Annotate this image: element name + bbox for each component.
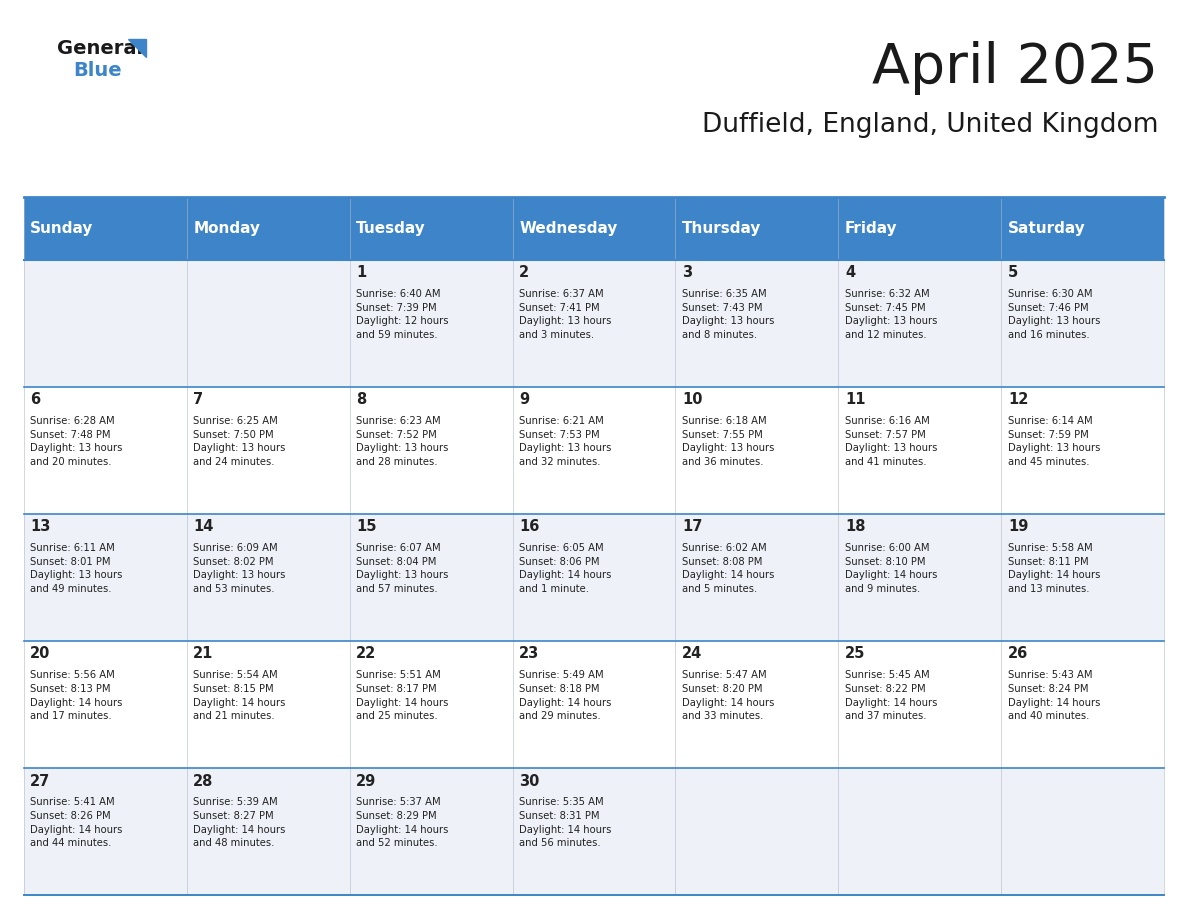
Text: 27: 27 xyxy=(30,774,51,789)
Text: 4: 4 xyxy=(845,265,855,280)
Text: 10: 10 xyxy=(682,392,702,408)
Text: 15: 15 xyxy=(356,520,377,534)
Text: Sunrise: 5:51 AM
Sunset: 8:17 PM
Daylight: 14 hours
and 25 minutes.: Sunrise: 5:51 AM Sunset: 8:17 PM Dayligh… xyxy=(356,670,449,722)
Text: Sunrise: 5:47 AM
Sunset: 8:20 PM
Daylight: 14 hours
and 33 minutes.: Sunrise: 5:47 AM Sunset: 8:20 PM Dayligh… xyxy=(682,670,775,722)
Text: 28: 28 xyxy=(194,774,214,789)
Text: Monday: Monday xyxy=(194,221,260,236)
Text: 7: 7 xyxy=(194,392,203,408)
Text: 25: 25 xyxy=(845,646,865,662)
Text: April 2025: April 2025 xyxy=(872,41,1158,95)
Text: Sunrise: 5:37 AM
Sunset: 8:29 PM
Daylight: 14 hours
and 52 minutes.: Sunrise: 5:37 AM Sunset: 8:29 PM Dayligh… xyxy=(356,798,449,848)
Bar xyxy=(24,641,1164,768)
Text: 6: 6 xyxy=(30,392,40,408)
Text: Sunrise: 6:28 AM
Sunset: 7:48 PM
Daylight: 13 hours
and 20 minutes.: Sunrise: 6:28 AM Sunset: 7:48 PM Dayligh… xyxy=(30,416,122,467)
Bar xyxy=(24,260,1164,386)
Text: Sunrise: 6:16 AM
Sunset: 7:57 PM
Daylight: 13 hours
and 41 minutes.: Sunrise: 6:16 AM Sunset: 7:57 PM Dayligh… xyxy=(845,416,937,467)
Text: Sunrise: 6:14 AM
Sunset: 7:59 PM
Daylight: 13 hours
and 45 minutes.: Sunrise: 6:14 AM Sunset: 7:59 PM Dayligh… xyxy=(1007,416,1100,467)
Text: 17: 17 xyxy=(682,520,702,534)
Text: Wednesday: Wednesday xyxy=(519,221,618,236)
Text: Sunrise: 6:02 AM
Sunset: 8:08 PM
Daylight: 14 hours
and 5 minutes.: Sunrise: 6:02 AM Sunset: 8:08 PM Dayligh… xyxy=(682,543,775,594)
Text: Blue: Blue xyxy=(74,61,122,80)
Text: Sunrise: 5:43 AM
Sunset: 8:24 PM
Daylight: 14 hours
and 40 minutes.: Sunrise: 5:43 AM Sunset: 8:24 PM Dayligh… xyxy=(1007,670,1100,722)
Text: Sunrise: 6:37 AM
Sunset: 7:41 PM
Daylight: 13 hours
and 3 minutes.: Sunrise: 6:37 AM Sunset: 7:41 PM Dayligh… xyxy=(519,289,612,340)
Text: 8: 8 xyxy=(356,392,366,408)
Text: 26: 26 xyxy=(1007,646,1028,662)
Text: Sunrise: 5:58 AM
Sunset: 8:11 PM
Daylight: 14 hours
and 13 minutes.: Sunrise: 5:58 AM Sunset: 8:11 PM Dayligh… xyxy=(1007,543,1100,594)
Text: Sunrise: 5:45 AM
Sunset: 8:22 PM
Daylight: 14 hours
and 37 minutes.: Sunrise: 5:45 AM Sunset: 8:22 PM Dayligh… xyxy=(845,670,937,722)
Bar xyxy=(24,386,1164,514)
Text: Sunrise: 6:25 AM
Sunset: 7:50 PM
Daylight: 13 hours
and 24 minutes.: Sunrise: 6:25 AM Sunset: 7:50 PM Dayligh… xyxy=(194,416,285,467)
Text: Sunrise: 5:35 AM
Sunset: 8:31 PM
Daylight: 14 hours
and 56 minutes.: Sunrise: 5:35 AM Sunset: 8:31 PM Dayligh… xyxy=(519,798,612,848)
Text: Sunrise: 5:41 AM
Sunset: 8:26 PM
Daylight: 14 hours
and 44 minutes.: Sunrise: 5:41 AM Sunset: 8:26 PM Dayligh… xyxy=(30,798,122,848)
Text: 9: 9 xyxy=(519,392,529,408)
Text: Sunrise: 6:07 AM
Sunset: 8:04 PM
Daylight: 13 hours
and 57 minutes.: Sunrise: 6:07 AM Sunset: 8:04 PM Dayligh… xyxy=(356,543,449,594)
Text: 1: 1 xyxy=(356,265,366,280)
Text: Sunrise: 6:18 AM
Sunset: 7:55 PM
Daylight: 13 hours
and 36 minutes.: Sunrise: 6:18 AM Sunset: 7:55 PM Dayligh… xyxy=(682,416,775,467)
Polygon shape xyxy=(128,39,146,57)
Text: 11: 11 xyxy=(845,392,865,408)
Text: 5: 5 xyxy=(1007,265,1018,280)
Text: Sunrise: 5:39 AM
Sunset: 8:27 PM
Daylight: 14 hours
and 48 minutes.: Sunrise: 5:39 AM Sunset: 8:27 PM Dayligh… xyxy=(194,798,285,848)
Text: 29: 29 xyxy=(356,774,377,789)
Text: Friday: Friday xyxy=(845,221,897,236)
Text: Sunrise: 5:49 AM
Sunset: 8:18 PM
Daylight: 14 hours
and 29 minutes.: Sunrise: 5:49 AM Sunset: 8:18 PM Dayligh… xyxy=(519,670,612,722)
Text: Sunrise: 5:54 AM
Sunset: 8:15 PM
Daylight: 14 hours
and 21 minutes.: Sunrise: 5:54 AM Sunset: 8:15 PM Dayligh… xyxy=(194,670,285,722)
Text: Thursday: Thursday xyxy=(682,221,762,236)
Text: Sunrise: 6:35 AM
Sunset: 7:43 PM
Daylight: 13 hours
and 8 minutes.: Sunrise: 6:35 AM Sunset: 7:43 PM Dayligh… xyxy=(682,289,775,340)
Text: Sunrise: 6:09 AM
Sunset: 8:02 PM
Daylight: 13 hours
and 53 minutes.: Sunrise: 6:09 AM Sunset: 8:02 PM Dayligh… xyxy=(194,543,285,594)
Text: Sunrise: 6:23 AM
Sunset: 7:52 PM
Daylight: 13 hours
and 28 minutes.: Sunrise: 6:23 AM Sunset: 7:52 PM Dayligh… xyxy=(356,416,449,467)
Text: Saturday: Saturday xyxy=(1007,221,1086,236)
Text: Sunrise: 6:30 AM
Sunset: 7:46 PM
Daylight: 13 hours
and 16 minutes.: Sunrise: 6:30 AM Sunset: 7:46 PM Dayligh… xyxy=(1007,289,1100,340)
Text: 14: 14 xyxy=(194,520,214,534)
Text: Sunrise: 6:00 AM
Sunset: 8:10 PM
Daylight: 14 hours
and 9 minutes.: Sunrise: 6:00 AM Sunset: 8:10 PM Dayligh… xyxy=(845,543,937,594)
Text: Sunrise: 5:56 AM
Sunset: 8:13 PM
Daylight: 14 hours
and 17 minutes.: Sunrise: 5:56 AM Sunset: 8:13 PM Dayligh… xyxy=(30,670,122,722)
Text: Sunrise: 6:32 AM
Sunset: 7:45 PM
Daylight: 13 hours
and 12 minutes.: Sunrise: 6:32 AM Sunset: 7:45 PM Dayligh… xyxy=(845,289,937,340)
Text: 13: 13 xyxy=(30,520,51,534)
Text: 19: 19 xyxy=(1007,520,1028,534)
Text: 16: 16 xyxy=(519,520,539,534)
Bar xyxy=(24,197,1164,260)
Text: 3: 3 xyxy=(682,265,693,280)
Text: 30: 30 xyxy=(519,774,539,789)
Text: 23: 23 xyxy=(519,646,539,662)
Text: Tuesday: Tuesday xyxy=(356,221,425,236)
Text: General: General xyxy=(57,39,143,58)
Text: 2: 2 xyxy=(519,265,529,280)
Text: 22: 22 xyxy=(356,646,377,662)
Text: Sunrise: 6:40 AM
Sunset: 7:39 PM
Daylight: 12 hours
and 59 minutes.: Sunrise: 6:40 AM Sunset: 7:39 PM Dayligh… xyxy=(356,289,449,340)
Bar xyxy=(24,768,1164,895)
Text: Sunrise: 6:21 AM
Sunset: 7:53 PM
Daylight: 13 hours
and 32 minutes.: Sunrise: 6:21 AM Sunset: 7:53 PM Dayligh… xyxy=(519,416,612,467)
Text: 24: 24 xyxy=(682,646,702,662)
Text: Duffield, England, United Kingdom: Duffield, England, United Kingdom xyxy=(702,112,1158,138)
Text: Sunrise: 6:05 AM
Sunset: 8:06 PM
Daylight: 14 hours
and 1 minute.: Sunrise: 6:05 AM Sunset: 8:06 PM Dayligh… xyxy=(519,543,612,594)
Text: 12: 12 xyxy=(1007,392,1028,408)
Text: Sunday: Sunday xyxy=(30,221,94,236)
Text: 20: 20 xyxy=(30,646,51,662)
Bar xyxy=(24,514,1164,641)
Text: Sunrise: 6:11 AM
Sunset: 8:01 PM
Daylight: 13 hours
and 49 minutes.: Sunrise: 6:11 AM Sunset: 8:01 PM Dayligh… xyxy=(30,543,122,594)
Text: 21: 21 xyxy=(194,646,214,662)
Text: 18: 18 xyxy=(845,520,865,534)
